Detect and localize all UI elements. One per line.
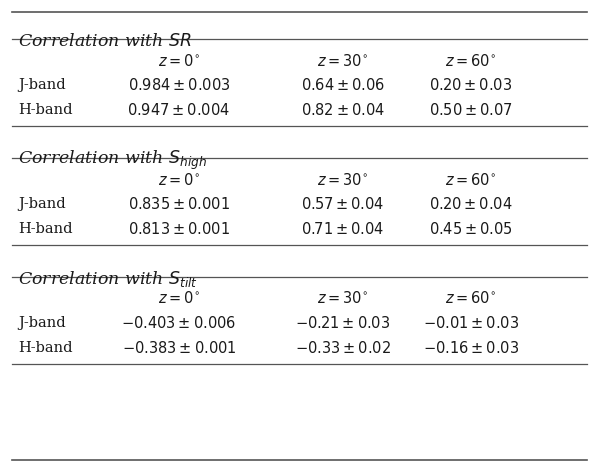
Text: $-0.01 \pm 0.03$: $-0.01 \pm 0.03$: [423, 315, 519, 331]
Text: $-0.403 \pm 0.006$: $-0.403 \pm 0.006$: [122, 315, 236, 331]
Text: Correlation with $S_{high}$: Correlation with $S_{high}$: [18, 149, 207, 172]
Text: $z = 30^{\circ}$: $z = 30^{\circ}$: [317, 172, 368, 188]
Text: $z = 0^{\circ}$: $z = 0^{\circ}$: [158, 53, 200, 69]
Text: $z = 30^{\circ}$: $z = 30^{\circ}$: [317, 53, 368, 69]
Text: $z = 60^{\circ}$: $z = 60^{\circ}$: [445, 53, 496, 69]
Text: $0.45 \pm 0.05$: $0.45 \pm 0.05$: [429, 221, 513, 237]
Text: $z = 60^{\circ}$: $z = 60^{\circ}$: [445, 172, 496, 188]
Text: $0.835 \pm 0.001$: $0.835 \pm 0.001$: [128, 196, 229, 212]
Text: $-0.33 \pm 0.02$: $-0.33 \pm 0.02$: [295, 340, 390, 356]
Text: J-band: J-band: [18, 316, 66, 330]
Text: H-band: H-band: [18, 341, 72, 355]
Text: $0.82 \pm 0.04$: $0.82 \pm 0.04$: [301, 102, 384, 118]
Text: $0.984 \pm 0.003$: $0.984 \pm 0.003$: [128, 77, 230, 93]
Text: $-0.16 \pm 0.03$: $-0.16 \pm 0.03$: [423, 340, 519, 356]
Text: J-band: J-band: [18, 78, 66, 92]
Text: $z = 60^{\circ}$: $z = 60^{\circ}$: [445, 291, 496, 306]
Text: $z = 0^{\circ}$: $z = 0^{\circ}$: [158, 172, 200, 188]
Text: $z = 0^{\circ}$: $z = 0^{\circ}$: [158, 291, 200, 306]
Text: H-band: H-band: [18, 103, 72, 117]
Text: $-0.21 \pm 0.03$: $-0.21 \pm 0.03$: [295, 315, 390, 331]
Text: $0.50 \pm 0.07$: $0.50 \pm 0.07$: [429, 102, 513, 118]
Text: $0.71 \pm 0.04$: $0.71 \pm 0.04$: [301, 221, 384, 237]
Text: $0.20 \pm 0.04$: $0.20 \pm 0.04$: [429, 196, 513, 212]
Text: $0.20 \pm 0.03$: $0.20 \pm 0.03$: [429, 77, 513, 93]
Text: $0.947 \pm 0.004$: $0.947 \pm 0.004$: [128, 102, 230, 118]
Text: $-0.383 \pm 0.001$: $-0.383 \pm 0.001$: [122, 340, 236, 356]
Text: Correlation with $SR$: Correlation with $SR$: [18, 33, 192, 50]
Text: $z = 30^{\circ}$: $z = 30^{\circ}$: [317, 291, 368, 306]
Text: Correlation with $S_{tilt}$: Correlation with $S_{tilt}$: [18, 270, 198, 290]
Text: $0.813 \pm 0.001$: $0.813 \pm 0.001$: [128, 221, 229, 237]
Text: J-band: J-band: [18, 197, 66, 211]
Text: H-band: H-band: [18, 222, 72, 236]
Text: $0.64 \pm 0.06$: $0.64 \pm 0.06$: [300, 77, 385, 93]
Text: $0.57 \pm 0.04$: $0.57 \pm 0.04$: [301, 196, 384, 212]
